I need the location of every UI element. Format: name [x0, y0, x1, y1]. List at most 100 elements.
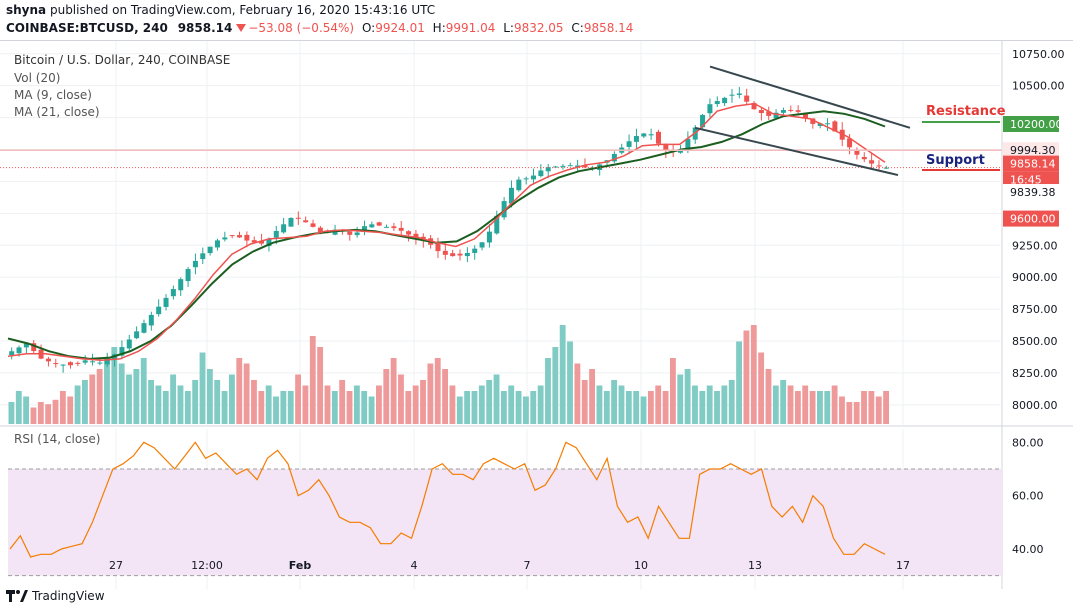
volume-bar — [251, 380, 257, 424]
time-tick-label: 27 — [109, 559, 123, 572]
candle-body — [148, 314, 154, 326]
candle-body — [369, 224, 375, 228]
volume-bar — [574, 363, 581, 424]
volume-bar — [728, 380, 735, 424]
volume-bar — [126, 374, 132, 424]
volume-bar — [15, 391, 22, 424]
volume-bar — [721, 385, 728, 424]
candle-body — [847, 138, 853, 148]
candle-body — [633, 136, 639, 142]
candle-body — [16, 347, 22, 354]
volume-bar — [515, 391, 522, 424]
volume-bar — [500, 391, 507, 424]
candle-body — [141, 323, 147, 333]
candle-body — [391, 226, 397, 229]
price-tick-label: 9250.00 — [1012, 239, 1058, 252]
volume-bar — [59, 391, 66, 424]
candle-body — [766, 111, 772, 116]
volume-bar — [647, 391, 654, 424]
volume-bar — [772, 385, 779, 424]
time-tick-label: 17 — [896, 559, 910, 572]
candle-body — [567, 165, 573, 167]
volume-bar — [390, 358, 397, 424]
candle-body — [450, 253, 456, 257]
volume-bar — [96, 369, 103, 424]
time-tick-label: 12:00 — [191, 559, 223, 572]
candle-body — [655, 131, 661, 144]
candle-body — [126, 339, 132, 349]
resistance-label: Resistance — [926, 104, 1006, 119]
candle-body — [361, 226, 367, 231]
volume-bar — [111, 347, 118, 424]
volume-bar — [508, 385, 515, 424]
volume-bar — [875, 396, 882, 424]
volume-bar — [258, 391, 265, 424]
candle-body — [97, 362, 103, 364]
volume-bar — [758, 352, 765, 424]
candle-body — [303, 220, 309, 223]
rsi-tick-label: 40.00 — [1012, 543, 1044, 556]
candle-body — [281, 224, 287, 233]
candle-body — [185, 269, 191, 282]
candle-body — [883, 167, 889, 169]
volume-bar — [552, 347, 559, 424]
volume-bar — [478, 385, 485, 424]
volume-bar — [449, 385, 456, 424]
candle-body — [736, 93, 742, 95]
candle-body — [163, 297, 169, 307]
candle-body — [60, 364, 66, 366]
tag-9600: 9600.00 — [1010, 213, 1056, 226]
candle-body — [810, 118, 816, 124]
volume-bar — [309, 336, 316, 424]
time-tick-label: 10 — [634, 559, 648, 572]
ma21-legend: MA (21, close) — [14, 105, 100, 119]
candle-body — [582, 165, 588, 168]
volume-bar — [714, 391, 720, 424]
candles — [9, 86, 889, 373]
volume-bar — [265, 385, 272, 424]
volume-bar — [581, 380, 588, 424]
price-chart[interactable]: 8000.00 8250.00 8500.00 8750.00 9000.00 9250.… — [0, 41, 1073, 589]
candle-body — [413, 233, 419, 238]
candle-body — [626, 141, 632, 147]
tradingview-logo-icon — [6, 590, 28, 602]
candle-body — [700, 114, 706, 128]
candle-body — [464, 252, 470, 257]
candle-body — [479, 242, 485, 248]
tag-9600-bg — [1003, 210, 1059, 227]
candle-body — [758, 109, 764, 114]
candle-body — [222, 237, 228, 240]
volume-bar — [376, 385, 382, 424]
volume-bar — [471, 391, 478, 424]
volume-bar — [280, 391, 287, 424]
candle-body — [376, 222, 382, 226]
candle-body — [516, 179, 522, 191]
tradingview-footer[interactable]: TradingView — [6, 589, 105, 603]
volume-bar — [809, 391, 816, 424]
volume-bar — [177, 385, 184, 424]
candle-body — [751, 102, 757, 110]
time-tick-label: 7 — [524, 559, 531, 572]
volume-bar — [824, 391, 831, 424]
rsi-legend: RSI (14, close) — [14, 432, 101, 446]
candle-body — [825, 123, 831, 125]
candle-body — [435, 243, 441, 252]
volume-bar — [567, 341, 573, 424]
volume-bar — [765, 369, 772, 424]
candle-body — [553, 166, 559, 168]
candle-body — [861, 157, 867, 160]
time-tick-label: 4 — [411, 559, 418, 572]
volume-bar — [545, 358, 551, 424]
candle-body — [663, 144, 669, 151]
volume-bar — [383, 369, 390, 424]
volume-bar — [155, 385, 162, 424]
volume-bar — [743, 330, 750, 424]
candle-body — [729, 94, 735, 96]
ma21-line — [7, 110, 886, 360]
volume-bar — [662, 391, 669, 424]
header-divider — [0, 40, 1073, 41]
volume-bar — [493, 374, 500, 424]
candle-body — [722, 97, 728, 104]
support-label: Support — [926, 153, 985, 168]
